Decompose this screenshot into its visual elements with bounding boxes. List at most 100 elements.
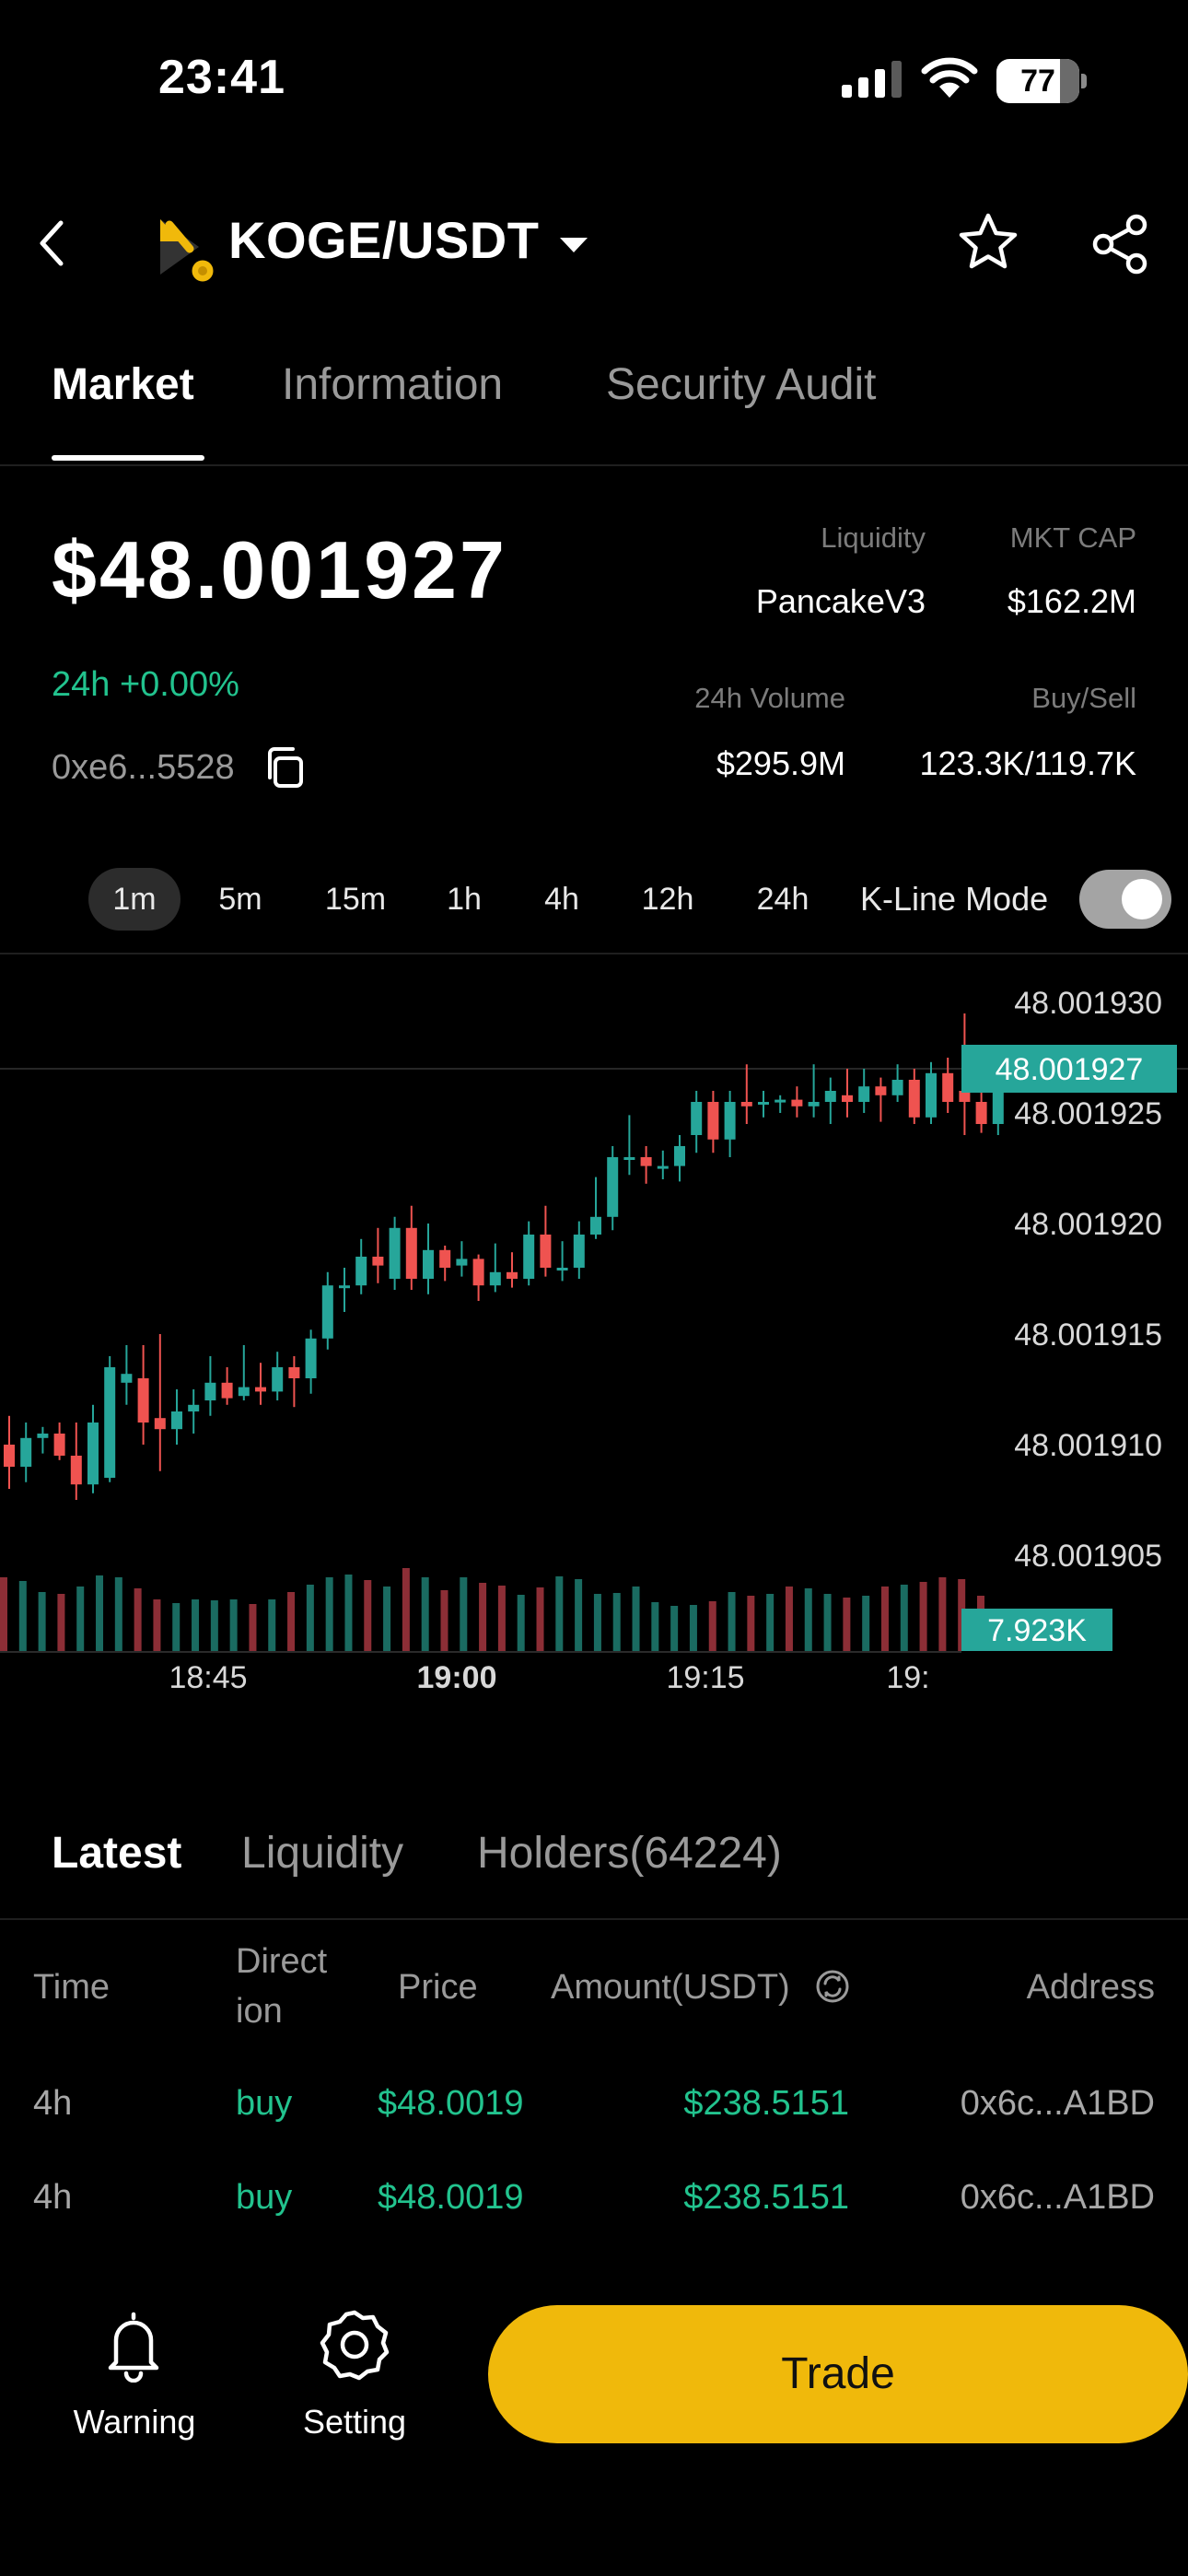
candle-body: [607, 1157, 619, 1217]
header: KOGE/USDT: [0, 193, 1188, 295]
candle-body: [724, 1102, 736, 1140]
candle: [640, 1146, 652, 1184]
volume-bar: [57, 1594, 65, 1651]
pair-title[interactable]: KOGE/USDT: [228, 211, 540, 269]
timeframe-15m[interactable]: 15m: [324, 882, 387, 917]
candle-body: [238, 1387, 250, 1397]
candle-body: [926, 1072, 937, 1118]
candle-body: [137, 1378, 149, 1423]
candle: [573, 1221, 585, 1279]
y-axis-tick-label: 48.001930: [1014, 986, 1162, 1021]
timeframe-1h[interactable]: 1h: [447, 882, 482, 917]
candle: [623, 1115, 635, 1176]
candle-body: [992, 1091, 1004, 1124]
contract-address: 0xe6...5528: [52, 748, 235, 787]
candle: [507, 1252, 518, 1288]
candle-body: [389, 1227, 401, 1279]
tab-holders[interactable]: Holders(64224): [477, 1829, 782, 1878]
volume-bar: [708, 1601, 716, 1651]
candle: [4, 1415, 15, 1489]
current-price-badge: [961, 1045, 1177, 1093]
mktcap-label: MKT CAP: [1009, 521, 1136, 554]
candle-body: [70, 1456, 82, 1485]
y-axis-tick-label: 48.001910: [1014, 1428, 1162, 1463]
candle-body: [942, 1072, 954, 1102]
trade-button[interactable]: Trade: [488, 2305, 1188, 2443]
swap-currency-icon[interactable]: [814, 1968, 851, 2005]
candle-body: [339, 1285, 350, 1289]
kline-mode-toggle[interactable]: [1079, 870, 1171, 929]
kline-chart[interactable]: 48.001930 48.001925 48.001920 48.001915 48.0…: [0, 954, 1188, 1701]
timeframe-24h[interactable]: 24h: [756, 882, 809, 917]
candle: [590, 1177, 601, 1239]
candle: [858, 1069, 870, 1113]
candle-body: [372, 1257, 384, 1266]
y-axis-tick-label: 48.001920: [1014, 1207, 1162, 1242]
candle-body: [121, 1374, 133, 1383]
back-chevron-icon[interactable]: [33, 216, 70, 271]
toggle-knob: [1122, 879, 1162, 919]
candle-body: [875, 1086, 887, 1095]
candle: [288, 1356, 300, 1408]
row-price: $48.0019: [378, 2084, 524, 2123]
volume-bar: [76, 1587, 85, 1651]
candle-body: [439, 1249, 451, 1268]
volume-bar: [612, 1593, 621, 1651]
tab-information[interactable]: Information: [282, 360, 504, 409]
volume-bar: [479, 1583, 487, 1651]
candle: [556, 1241, 568, 1282]
candle-body: [775, 1099, 786, 1103]
candle: [758, 1091, 769, 1118]
candle: [724, 1091, 736, 1157]
bell-icon: [108, 2312, 159, 2383]
candle: [740, 1064, 752, 1124]
copy-icon[interactable]: [263, 744, 308, 790]
candle: [691, 1091, 703, 1153]
timeframe-5m[interactable]: 5m: [218, 882, 262, 917]
row-address[interactable]: 0x6c...A1BD: [960, 2084, 1155, 2123]
x-axis-tick-label: 19:15: [666, 1660, 744, 1695]
volume-bar: [938, 1577, 947, 1651]
volume-bar: [632, 1587, 640, 1651]
liquidity-label: Liquidity: [821, 521, 926, 554]
battery-level: 77: [1020, 64, 1055, 99]
candle-body: [758, 1102, 769, 1105]
candle-body: [154, 1418, 166, 1430]
volume-bar: [575, 1579, 583, 1651]
tab-latest[interactable]: Latest: [52, 1829, 182, 1878]
candle: [824, 1077, 836, 1124]
volume-bar: [153, 1599, 161, 1651]
row-direction: buy: [236, 2178, 293, 2217]
row-address[interactable]: 0x6c...A1BD: [960, 2178, 1155, 2217]
status-time: 23:41: [158, 51, 285, 104]
tab-market[interactable]: Market: [52, 360, 194, 409]
share-icon[interactable]: [1089, 212, 1153, 276]
trades-tabs: Latest Liquidity Holders(64224): [0, 1806, 1188, 1920]
candle: [875, 1077, 887, 1122]
candle-body: [221, 1382, 233, 1399]
buy-sell-label: Buy/Sell: [1031, 682, 1136, 714]
cellular-signal-icon: [842, 61, 902, 98]
candle: [842, 1069, 853, 1118]
tab-security-audit[interactable]: Security Audit: [606, 360, 877, 409]
timeframe-4h[interactable]: 4h: [544, 882, 579, 917]
candle: [204, 1356, 216, 1416]
candle-body: [305, 1338, 317, 1378]
caret-down-icon[interactable]: [558, 234, 589, 256]
candle-body: [573, 1235, 585, 1268]
volume-bar: [249, 1604, 257, 1651]
volume-bar: [364, 1580, 372, 1651]
candle: [137, 1345, 149, 1445]
candle: [221, 1367, 233, 1405]
candle-body: [355, 1257, 367, 1286]
candle-body: [640, 1157, 652, 1166]
timeframe-1m[interactable]: 1m: [88, 868, 181, 931]
tab-liquidity[interactable]: Liquidity: [241, 1829, 404, 1878]
wifi-icon: [921, 57, 978, 98]
volume-bar: [728, 1592, 736, 1651]
timeframe-12h[interactable]: 12h: [641, 882, 694, 917]
candle: [657, 1150, 669, 1179]
candle: [238, 1345, 250, 1400]
status-bar: 23:41 77: [0, 0, 1188, 157]
favorite-star-icon[interactable]: [956, 210, 1020, 275]
